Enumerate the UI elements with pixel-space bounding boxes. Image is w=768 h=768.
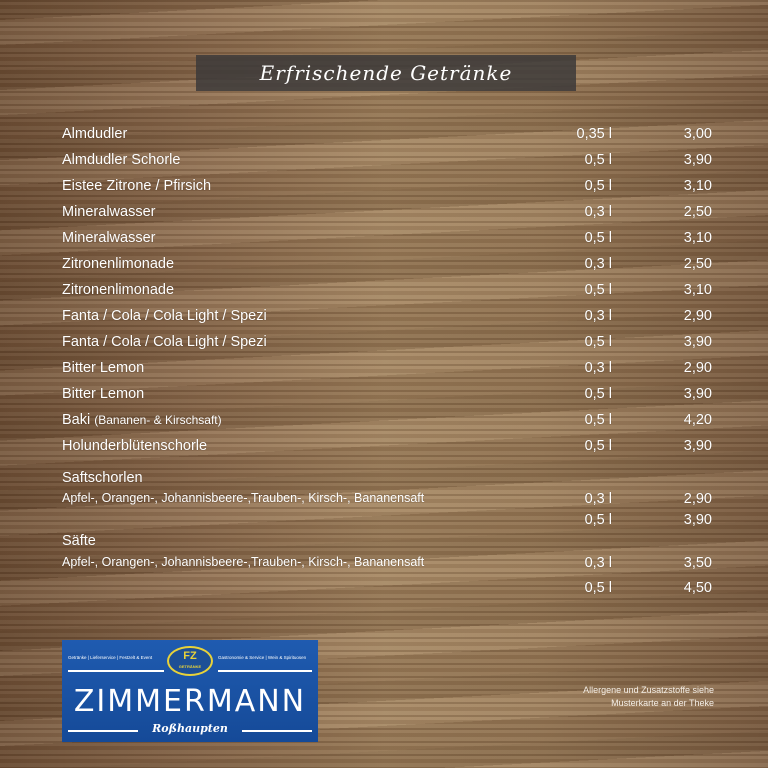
menu-row: Bitter Lemon 0,5 l 3,90 xyxy=(62,386,712,406)
saftschorlen-desc: Apfel-, Orangen-, Johannisbeere-,Trauben… xyxy=(62,491,425,505)
menu-row: Zitronenlimonade 0,5 l 3,10 xyxy=(62,282,712,302)
price: 3,90 xyxy=(683,386,712,402)
item-name: Zitronenlimonade xyxy=(62,256,175,272)
price: 3,10 xyxy=(683,230,712,246)
price: 4,50 xyxy=(683,580,712,596)
logo-name: ZIMMERMANN xyxy=(73,684,307,719)
allergen-note-line2: Musterkarte an der Theke xyxy=(611,698,714,708)
menu-row: Almdudler 0,35 l 3,00 xyxy=(62,126,712,146)
price: 3,50 xyxy=(683,555,712,571)
price: 2,90 xyxy=(683,360,712,376)
volume: 0,5 l xyxy=(584,580,612,596)
price: 3,90 xyxy=(683,512,712,528)
menu-row: 0,5 l 3,90 xyxy=(62,512,712,532)
volume: 0,3 l xyxy=(584,555,612,571)
volume: 0,3 l xyxy=(584,204,612,220)
menu-row: Eistee Zitrone / Pfirsich 0,5 l 3,10 xyxy=(62,178,712,198)
volume: 0,5 l xyxy=(584,334,612,350)
logo-right-tag: Gastronomie & Service | Wein & Spirituos… xyxy=(218,655,307,660)
item-name: Bitter Lemon xyxy=(62,360,145,376)
saftschorlen-heading-row: Saftschorlen xyxy=(62,470,712,490)
saefte-desc: Apfel-, Orangen-, Johannisbeere-,Trauben… xyxy=(62,555,425,569)
volume: 0,5 l xyxy=(584,282,612,298)
zimmermann-logo: Getränke | Lieferservice | Festzelt & Ev… xyxy=(62,640,318,742)
volume: 0,5 l xyxy=(584,412,612,428)
price: 3,90 xyxy=(683,334,712,350)
menu-row: 0,5 l 4,50 xyxy=(62,580,712,600)
allergen-note-line1: Allergene und Zusatzstoffe siehe xyxy=(583,685,714,695)
volume: 0,5 l xyxy=(584,438,612,454)
price: 3,10 xyxy=(683,178,712,194)
saftschorlen-heading: Saftschorlen xyxy=(62,470,143,486)
menu-row: Mineralwasser 0,5 l 3,10 xyxy=(62,230,712,250)
price: 2,90 xyxy=(683,491,712,507)
volume: 0,5 l xyxy=(584,178,612,194)
menu-title: Erfrischende Getränke xyxy=(196,55,576,91)
price: 4,20 xyxy=(683,412,712,428)
price: 2,50 xyxy=(683,204,712,220)
menu-row: Fanta / Cola / Cola Light / Spezi 0,5 l 3,… xyxy=(62,334,712,354)
fz-badge-icon: FZ GETRÄNKE xyxy=(167,646,213,676)
menu-row: Apfel-, Orangen-, Johannisbeere-,Trauben… xyxy=(62,555,712,575)
price: 3,00 xyxy=(683,126,712,142)
item-name: Zitronenlimonade xyxy=(62,282,175,298)
logo-city: Roßhaupten xyxy=(152,722,228,735)
item-name: Baki (Bananen- & Kirschsaft) xyxy=(62,412,222,428)
price: 3,10 xyxy=(683,282,712,298)
item-note: (Bananen- & Kirschsaft) xyxy=(94,413,222,427)
item-name: Almdudler Schorle xyxy=(62,152,181,168)
volume: 0,5 l xyxy=(584,152,612,168)
menu-row: Mineralwasser 0,3 l 2,50 xyxy=(62,204,712,224)
price: 2,50 xyxy=(683,256,712,272)
price: 3,90 xyxy=(683,438,712,454)
saefte-heading: Säfte xyxy=(62,533,96,549)
item-name: Fanta / Cola / Cola Light / Spezi xyxy=(62,334,267,350)
menu-row: Fanta / Cola / Cola Light / Spezi 0,3 l 2,… xyxy=(62,308,712,328)
item-name: Mineralwasser xyxy=(62,204,156,220)
volume: 0,3 l xyxy=(584,308,612,324)
menu-row: Almdudler Schorle 0,5 l 3,90 xyxy=(62,152,712,172)
badge-text: FZ xyxy=(183,650,197,662)
volume: 0,3 l xyxy=(584,256,612,272)
volume: 0,3 l xyxy=(584,360,612,376)
item-name: Fanta / Cola / Cola Light / Spezi xyxy=(62,308,267,324)
saefte-heading-row: Säfte xyxy=(62,533,712,553)
volume: 0,5 l xyxy=(584,386,612,402)
item-name: Almdudler xyxy=(62,126,128,142)
price: 2,90 xyxy=(683,308,712,324)
volume: 0,3 l xyxy=(584,491,612,507)
menu-row: Bitter Lemon 0,3 l 2,90 xyxy=(62,360,712,380)
allergen-note: Allergene und Zusatzstoffe siehe Musterk… xyxy=(583,684,714,710)
menu-row: Apfel-, Orangen-, Johannisbeere-,Trauben… xyxy=(62,491,712,511)
item-name: Bitter Lemon xyxy=(62,386,145,402)
menu-row: Zitronenlimonade 0,3 l 2,50 xyxy=(62,256,712,276)
item-name: Holunderblütenschorle xyxy=(62,438,208,454)
item-name: Eistee Zitrone / Pfirsich xyxy=(62,178,212,194)
logo-left-tag: Getränke | Lieferservice | Festzelt & Ev… xyxy=(68,655,153,660)
volume: 0,5 l xyxy=(584,512,612,528)
volume: 0,35 l xyxy=(576,126,612,142)
item-name: Mineralwasser xyxy=(62,230,156,246)
menu-row: Baki (Bananen- & Kirschsaft) 0,5 l 4,20 xyxy=(62,412,712,432)
volume: 0,5 l xyxy=(584,230,612,246)
menu-row: Holunderblütenschorle 0,5 l 3,90 xyxy=(62,438,712,458)
price: 3,90 xyxy=(683,152,712,168)
badge-subtext: GETRÄNKE xyxy=(178,664,202,669)
